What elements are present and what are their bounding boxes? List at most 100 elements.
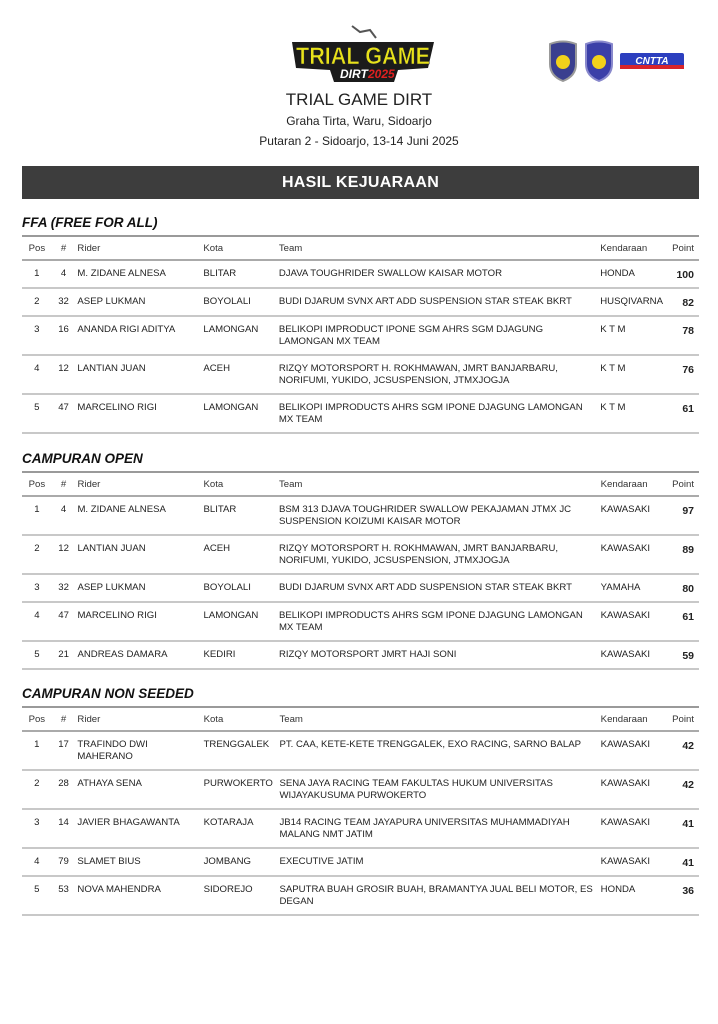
- table-row: 3 16 ANANDA RIGI ADITYA LAMONGAN BELIKOPI IM…: [22, 316, 699, 356]
- cell-position: 1: [22, 496, 52, 536]
- cell-team: RIZQY MOTORSPORT JMRT HAJI SONI: [276, 641, 599, 670]
- cell-rider: JAVIER BHAGAWANTA: [75, 809, 202, 849]
- cell-bib-number: 47: [51, 602, 76, 642]
- cell-points: 89: [670, 535, 699, 575]
- round-info: Putaran 2 - Sidoarjo, 13-14 Juni 2025: [259, 134, 459, 148]
- column-header-team: Team: [277, 707, 599, 732]
- cell-team: BSM 313 DJAVA TOUGHRIDER SWALLOW PEKAJAM…: [276, 496, 599, 536]
- cell-bib-number: 32: [51, 574, 76, 603]
- cell-rider: ANDREAS DAMARA: [75, 641, 202, 670]
- shield-emblem-icon: [585, 40, 613, 82]
- column-header-points: Point: [670, 707, 699, 732]
- table-row: 4 47 MARCELINO RIGI LAMONGAN BELIKOPI IMPROD…: [22, 602, 699, 642]
- table-row: 2 28 ATHAYA SENA PURWOKERTO SENA JAYA RACING…: [22, 770, 699, 810]
- cell-vehicle: HUSQIVARNA: [598, 288, 671, 317]
- section-title: CAMPURAN OPEN: [22, 451, 143, 466]
- cell-position: 3: [22, 809, 52, 849]
- results-table: Pos # Rider Kota Team Kendaraan Point 1 4 M. ZIDA…: [22, 471, 699, 670]
- cell-team: RIZQY MOTORSPORT H. ROKHMAWAN, JMRT BANJ…: [276, 535, 599, 575]
- cell-vehicle: YAMAHA: [598, 574, 671, 603]
- cell-bib-number: 79: [51, 848, 76, 877]
- cell-team: EXECUTIVE JATIM: [277, 848, 599, 877]
- cell-position: 3: [22, 316, 52, 356]
- table-header: Pos # Rider Kota Team Kendaraan Point: [22, 236, 699, 261]
- column-header-position: Pos: [22, 236, 52, 261]
- cell-vehicle: KAWASAKI: [598, 535, 671, 575]
- cell-points: 78: [670, 316, 699, 356]
- cell-rider: LANTIAN JUAN: [75, 355, 202, 395]
- cell-rider: MARCELINO RIGI: [75, 394, 202, 434]
- table-row: 4 12 LANTIAN JUAN ACEH RIZQY MOTORSPORT H. R…: [22, 355, 699, 395]
- table-row: 3 32 ASEP LUKMAN BOYOLALI BUDI DJARUM SVNX A…: [22, 574, 699, 603]
- cell-bib-number: 12: [51, 535, 76, 575]
- cell-rider: ASEP LUKMAN: [75, 288, 202, 317]
- section-title: CAMPURAN NON SEEDED: [22, 686, 194, 701]
- cell-rider: TRAFINDO DWI MAHERANO: [75, 731, 202, 771]
- cell-position: 2: [22, 535, 52, 575]
- cell-position: 3: [22, 574, 52, 603]
- table-row: 5 21 ANDREAS DAMARA KEDIRI RIZQY MOTORSPORT …: [22, 641, 699, 670]
- table-row: 4 79 SLAMET BIUS JOMBANG EXECUTIVE JATIM KAWA…: [22, 848, 699, 877]
- cell-team: SENA JAYA RACING TEAM FAKULTAS HUKUM UNI…: [277, 770, 599, 810]
- results-section: CAMPURAN NON SEEDED Pos # Rider Kota Team Kend…: [22, 686, 699, 916]
- cell-points: 36: [670, 876, 699, 916]
- svg-text:CNTTA: CNTTA: [635, 56, 668, 67]
- cell-vehicle: K T M: [598, 355, 671, 395]
- cell-bib-number: 32: [51, 288, 76, 317]
- cell-rider: NOVA MAHENDRA: [75, 876, 202, 916]
- cell-rider: ANANDA RIGI ADITYA: [75, 316, 202, 356]
- cell-city: LAMONGAN: [201, 602, 277, 642]
- cell-rider: LANTIAN JUAN: [75, 535, 202, 575]
- cell-city: KOTARAJA: [201, 809, 278, 849]
- cell-points: 80: [670, 574, 699, 603]
- cell-bib-number: 21: [51, 641, 76, 670]
- cell-rider: MARCELINO RIGI: [75, 602, 202, 642]
- column-header-points: Point: [670, 236, 699, 261]
- cell-team: BUDI DJARUM SVNX ART ADD SUSPENSION STAR…: [276, 288, 599, 317]
- cell-city: BOYOLALI: [201, 574, 277, 603]
- page-title: TRIAL GAME DIRT: [285, 90, 433, 109]
- cell-city: TRENGGALEK: [201, 731, 278, 771]
- cell-city: ACEH: [201, 535, 277, 575]
- cell-position: 2: [22, 288, 52, 317]
- cell-vehicle: KAWASAKI: [598, 809, 671, 849]
- cell-position: 1: [22, 731, 52, 771]
- svg-text:TRIAL GAME: TRIAL GAME: [296, 43, 430, 70]
- cell-rider: SLAMET BIUS: [75, 848, 202, 877]
- column-header-city: Kota: [201, 236, 277, 261]
- cell-rider: M. ZIDANE ALNESA: [75, 260, 202, 289]
- svg-text:DIRT: DIRT: [340, 67, 369, 81]
- partner-logos: CNTTA: [548, 40, 684, 82]
- cell-points: 59: [670, 641, 699, 670]
- cell-position: 1: [22, 260, 52, 289]
- cell-position: 5: [22, 641, 52, 670]
- cell-bib-number: 16: [51, 316, 76, 356]
- cell-vehicle: HONDA: [598, 876, 671, 916]
- cell-bib-number: 4: [51, 496, 76, 536]
- column-header-position: Pos: [22, 472, 52, 497]
- cell-city: ACEH: [201, 355, 277, 395]
- cell-team: BUDI DJARUM SVNX ART ADD SUSPENSION STAR…: [276, 574, 599, 603]
- brand-logo-icon: CNTTA: [620, 53, 684, 69]
- cell-position: 5: [22, 394, 52, 434]
- cell-team: BELIKOPI IMPRODUCT IPONE SGM AHRS SGM DJ…: [276, 316, 599, 356]
- cell-team: PT. CAA, KETE-KETE TRENGGALEK, EXO RACIN…: [277, 731, 599, 771]
- cell-vehicle: KAWASAKI: [598, 731, 671, 771]
- cell-bib-number: 47: [51, 394, 76, 434]
- cell-vehicle: HONDA: [598, 260, 671, 289]
- cell-position: 2: [22, 770, 52, 810]
- cell-vehicle: KAWASAKI: [598, 770, 671, 810]
- column-header-vehicle: Kendaraan: [598, 472, 671, 497]
- results-table: Pos # Rider Kota Team Kendaraan Point 1 17 TRAFIN…: [22, 706, 699, 916]
- cell-points: 82: [670, 288, 699, 317]
- shield-emblem-icon: [549, 40, 577, 82]
- cell-city: BLITAR: [201, 260, 277, 289]
- cell-vehicle: KAWASAKI: [598, 496, 671, 536]
- table-row: 2 32 ASEP LUKMAN BOYOLALI BUDI DJARUM SVNX A…: [22, 288, 699, 317]
- column-header-bib-number: #: [51, 472, 76, 497]
- cell-bib-number: 28: [51, 770, 76, 810]
- cell-position: 4: [22, 355, 52, 395]
- cell-bib-number: 12: [51, 355, 76, 395]
- cell-city: LAMONGAN: [201, 316, 277, 356]
- cell-team: DJAVA TOUGHRIDER SWALLOW KAISAR MOTOR: [276, 260, 599, 289]
